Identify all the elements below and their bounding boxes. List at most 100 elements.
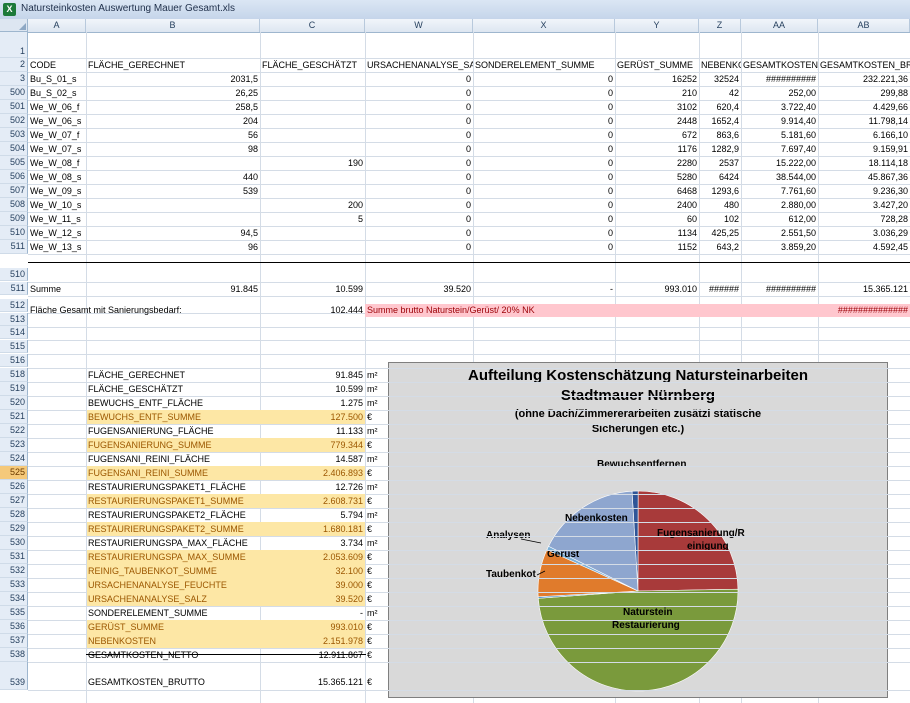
cell-aa[interactable]: 9.914,40 — [780, 116, 816, 126]
cell-w[interactable]: 0 — [465, 144, 471, 154]
list-label[interactable]: FLÄCHE_GERECHNET — [88, 370, 186, 380]
cell-a[interactable]: Bu_S_02_s — [30, 88, 77, 98]
list-label[interactable]: FUGENSANIERUNG_FLÄCHE — [88, 426, 214, 436]
cell-b[interactable]: 204 — [242, 116, 258, 126]
cell-w[interactable]: 0 — [465, 74, 471, 84]
list-value[interactable]: 2.053.609 — [322, 552, 363, 562]
row-header[interactable]: 510 — [0, 226, 28, 240]
row-header[interactable]: 514 — [0, 326, 28, 339]
cell-a[interactable]: We_W_10_s — [30, 200, 82, 210]
list-unit[interactable]: € — [367, 412, 373, 422]
cell-x[interactable]: 0 — [607, 242, 613, 252]
row-header[interactable]: 506 — [0, 170, 28, 184]
cell-y[interactable]: 2400 — [676, 200, 697, 210]
row-header[interactable]: 511 — [0, 282, 28, 295]
cell-ab[interactable]: 45.867,36 — [867, 172, 908, 182]
column-title-a[interactable]: CODE — [30, 60, 57, 70]
cell-aa[interactable]: 2.880,00 — [780, 200, 816, 210]
cell-b[interactable]: 440 — [242, 172, 258, 182]
pie-slice[interactable] — [637, 490, 739, 592]
cell-y[interactable]: 2448 — [676, 116, 697, 126]
list-label[interactable]: SONDERELEMENT_SUMME — [88, 608, 208, 618]
row-header[interactable]: 507 — [0, 184, 28, 198]
column-header-aa[interactable]: AA — [741, 19, 818, 32]
summe-nebenkosten[interactable]: ###### — [708, 284, 739, 294]
column-title-z[interactable]: NEBENKO — [701, 60, 741, 70]
list-value[interactable]: 12.726 — [335, 482, 363, 492]
list-unit[interactable]: m² — [367, 384, 378, 394]
flaeche-gesamt-value[interactable]: 102.444 — [330, 305, 363, 315]
cell-a[interactable]: We_W_12_s — [30, 228, 82, 238]
list-label[interactable]: GERÜST_SUMME — [88, 622, 165, 632]
list-unit[interactable]: € — [367, 580, 373, 590]
list-unit[interactable]: € — [367, 440, 373, 450]
pie-slice[interactable] — [548, 490, 639, 592]
cell-c[interactable] — [260, 115, 365, 128]
list-unit[interactable]: m² — [367, 370, 378, 380]
cell-x[interactable]: 0 — [607, 214, 613, 224]
column-header-z[interactable]: Z — [699, 19, 741, 32]
row-header[interactable]: 532 — [0, 564, 28, 578]
cell-ab[interactable]: 9.159,91 — [872, 144, 908, 154]
cell-a[interactable]: We_W_07_f — [30, 130, 80, 140]
list-value[interactable]: 91.845 — [335, 370, 363, 380]
row-header[interactable]: 519 — [0, 382, 28, 396]
cell-c[interactable] — [260, 129, 365, 142]
row-header[interactable]: 505 — [0, 156, 28, 170]
list-unit[interactable]: m² — [367, 510, 378, 520]
row-header[interactable]: 530 — [0, 536, 28, 550]
row-header[interactable]: 535 — [0, 606, 28, 620]
row-header[interactable]: 525 — [0, 466, 28, 480]
cell-z[interactable]: 863,6 — [716, 130, 739, 140]
cell-aa[interactable]: 38.544,00 — [775, 172, 816, 182]
cell-c[interactable] — [260, 185, 365, 198]
list-value[interactable]: 12.911.867 — [318, 650, 363, 660]
row-header[interactable]: 2 — [0, 58, 28, 72]
list-value[interactable]: 5.794 — [340, 510, 363, 520]
cell-b[interactable]: 94,5 — [240, 228, 258, 238]
row-header[interactable]: 523 — [0, 438, 28, 452]
cell-b[interactable]: 2031,5 — [230, 74, 258, 84]
list-label[interactable]: FUGENSANI_REINI_SUMME — [88, 468, 209, 478]
row-header[interactable]: 515 — [0, 340, 28, 353]
cell-a[interactable]: We_W_08_f — [30, 158, 80, 168]
list-unit[interactable]: € — [367, 622, 373, 632]
cell-a[interactable]: We_W_07_s — [30, 144, 82, 154]
cell-ab[interactable]: 4.429,66 — [872, 102, 908, 112]
cell-c[interactable]: 200 — [347, 200, 363, 210]
row-header[interactable]: 521 — [0, 410, 28, 424]
cell-w[interactable]: 0 — [465, 158, 471, 168]
summe-brutto-value[interactable]: ############## — [837, 305, 908, 315]
cell-w[interactable]: 0 — [465, 214, 471, 224]
summe-flaeche-geschaetzt[interactable]: 10.599 — [335, 284, 363, 294]
row-header[interactable]: 528 — [0, 508, 28, 522]
cell-b[interactable] — [86, 157, 260, 170]
row-header[interactable]: 529 — [0, 522, 28, 536]
cell-c[interactable] — [260, 87, 365, 100]
cell-b[interactable]: 98 — [247, 144, 258, 154]
cell-y[interactable]: 1152 — [677, 242, 697, 252]
list-unit[interactable]: € — [367, 677, 373, 687]
row-header[interactable]: 537 — [0, 634, 28, 648]
cell-x[interactable]: 0 — [607, 200, 613, 210]
list-value[interactable]: 39.520 — [335, 594, 363, 604]
row-header[interactable]: 503 — [0, 128, 28, 142]
cell-aa[interactable]: 7.761,60 — [780, 186, 816, 196]
cell-x[interactable]: 0 — [607, 158, 613, 168]
cell-ab[interactable]: 3.427,20 — [872, 200, 908, 210]
list-unit[interactable]: € — [367, 496, 373, 506]
summe-gesamtkosten-netto[interactable]: ########## — [765, 284, 816, 294]
cell-y[interactable]: 6468 — [676, 186, 697, 196]
list-value[interactable]: 1.680.181 — [322, 524, 363, 534]
list-value[interactable]: - — [360, 608, 363, 618]
cell-w[interactable]: 0 — [465, 102, 471, 112]
row-header[interactable]: 539 — [0, 662, 28, 690]
column-header-ab[interactable]: AB — [818, 19, 910, 32]
cell-z[interactable]: 643,2 — [716, 242, 739, 252]
cell-x[interactable]: 0 — [607, 186, 613, 196]
cell-z[interactable]: 6424 — [718, 172, 739, 182]
row-header[interactable]: 522 — [0, 424, 28, 438]
column-header-y[interactable]: Y — [615, 19, 699, 32]
cell-y[interactable]: 5280 — [676, 172, 697, 182]
cell-aa[interactable]: 5.181,60 — [780, 130, 816, 140]
